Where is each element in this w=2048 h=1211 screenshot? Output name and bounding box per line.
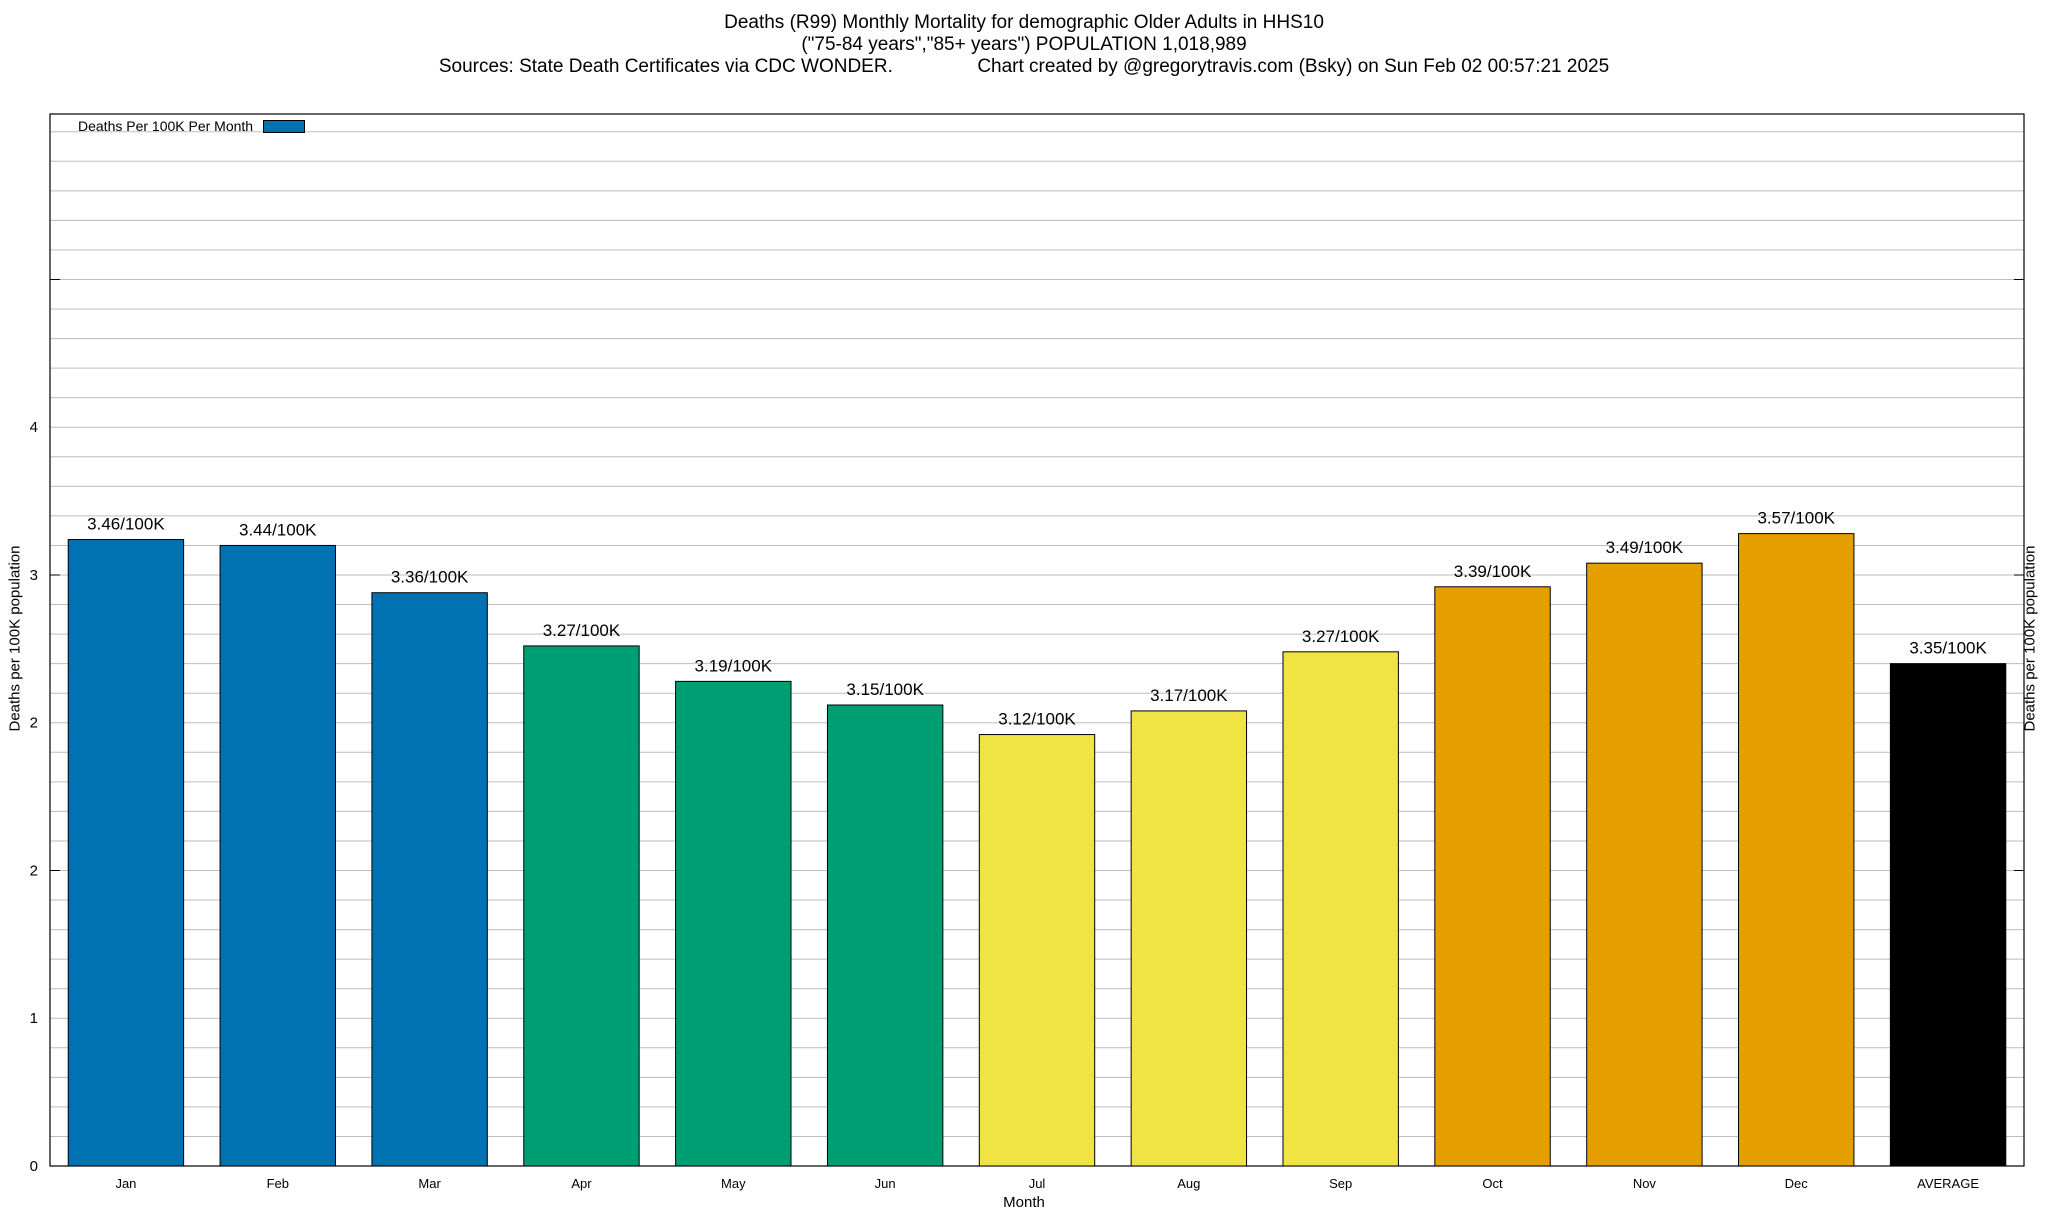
x-tick-label: Aug [1177,1176,1200,1191]
x-tick-label: Apr [571,1176,592,1191]
bar-value-label: 3.44/100K [239,520,317,539]
x-tick-label: Oct [1482,1176,1503,1191]
bar-value-label: 3.39/100K [1454,562,1532,581]
y-tick-label: 2 [30,862,38,879]
bar-value-label: 3.57/100K [1757,509,1835,528]
x-tick-label: Feb [267,1176,289,1191]
x-tick-label: Sep [1329,1176,1352,1191]
bar-mar [371,592,488,1167]
bar-may [675,680,792,1167]
bar-jan [67,539,185,1167]
y-tick-label: 2 [30,715,38,732]
bar-apr [523,645,640,1167]
x-tick-label: AVERAGE [1917,1176,1979,1191]
bar-dec [1738,533,1855,1167]
chart-subtitle: ("75-84 years","85+ years") POPULATION 1… [801,34,1247,55]
x-tick-label: Jan [115,1176,136,1191]
bar-sep [1282,651,1399,1167]
bar-feb [219,544,336,1167]
bar-value-label: 3.27/100K [1302,627,1380,646]
bar-value-label: 3.19/100K [695,656,773,675]
bar-jun [826,704,944,1167]
y-tick-label: 1 [30,1010,38,1027]
bar-nov [1586,562,1703,1167]
chart-source-line: Sources: State Death Certificates via CD… [438,56,1610,77]
bar-oct [1434,586,1551,1167]
bar-jul [978,734,1096,1167]
y-tick-label: 0 [30,1158,38,1175]
bar-value-label: 3.49/100K [1606,538,1684,557]
bar-average [1889,663,2007,1167]
x-tick-label: Jun [875,1176,896,1191]
x-tick-label: Mar [418,1176,441,1191]
bar-value-label: 3.36/100K [391,568,469,587]
bar-value-label: 3.15/100K [846,680,924,699]
bar-value-label: 3.46/100K [87,515,165,534]
bar-value-label: 3.27/100K [543,621,621,640]
x-tick-label: Jul [1029,1176,1046,1191]
bar-value-label: 3.35/100K [1909,639,1987,658]
chart-title: Deaths (R99) Monthly Mortality for demog… [724,12,1324,33]
chart-title-block: Deaths (R99) Monthly Mortality for demog… [0,12,2048,78]
legend-label: Deaths Per 100K Per Month [78,118,254,134]
x-tick-label: Dec [1785,1176,1809,1191]
bar-value-label: 3.12/100K [998,710,1076,729]
y-tick-label: 4 [30,419,38,436]
bar-value-label: 3.17/100K [1150,686,1228,705]
x-tick-label: May [721,1176,746,1191]
bar-aug [1130,710,1248,1167]
legend-swatch [263,119,306,133]
x-tick-label: Nov [1633,1176,1657,1191]
legend: Deaths Per 100K Per Month [78,118,306,134]
y-tick-label: 3 [30,567,38,584]
